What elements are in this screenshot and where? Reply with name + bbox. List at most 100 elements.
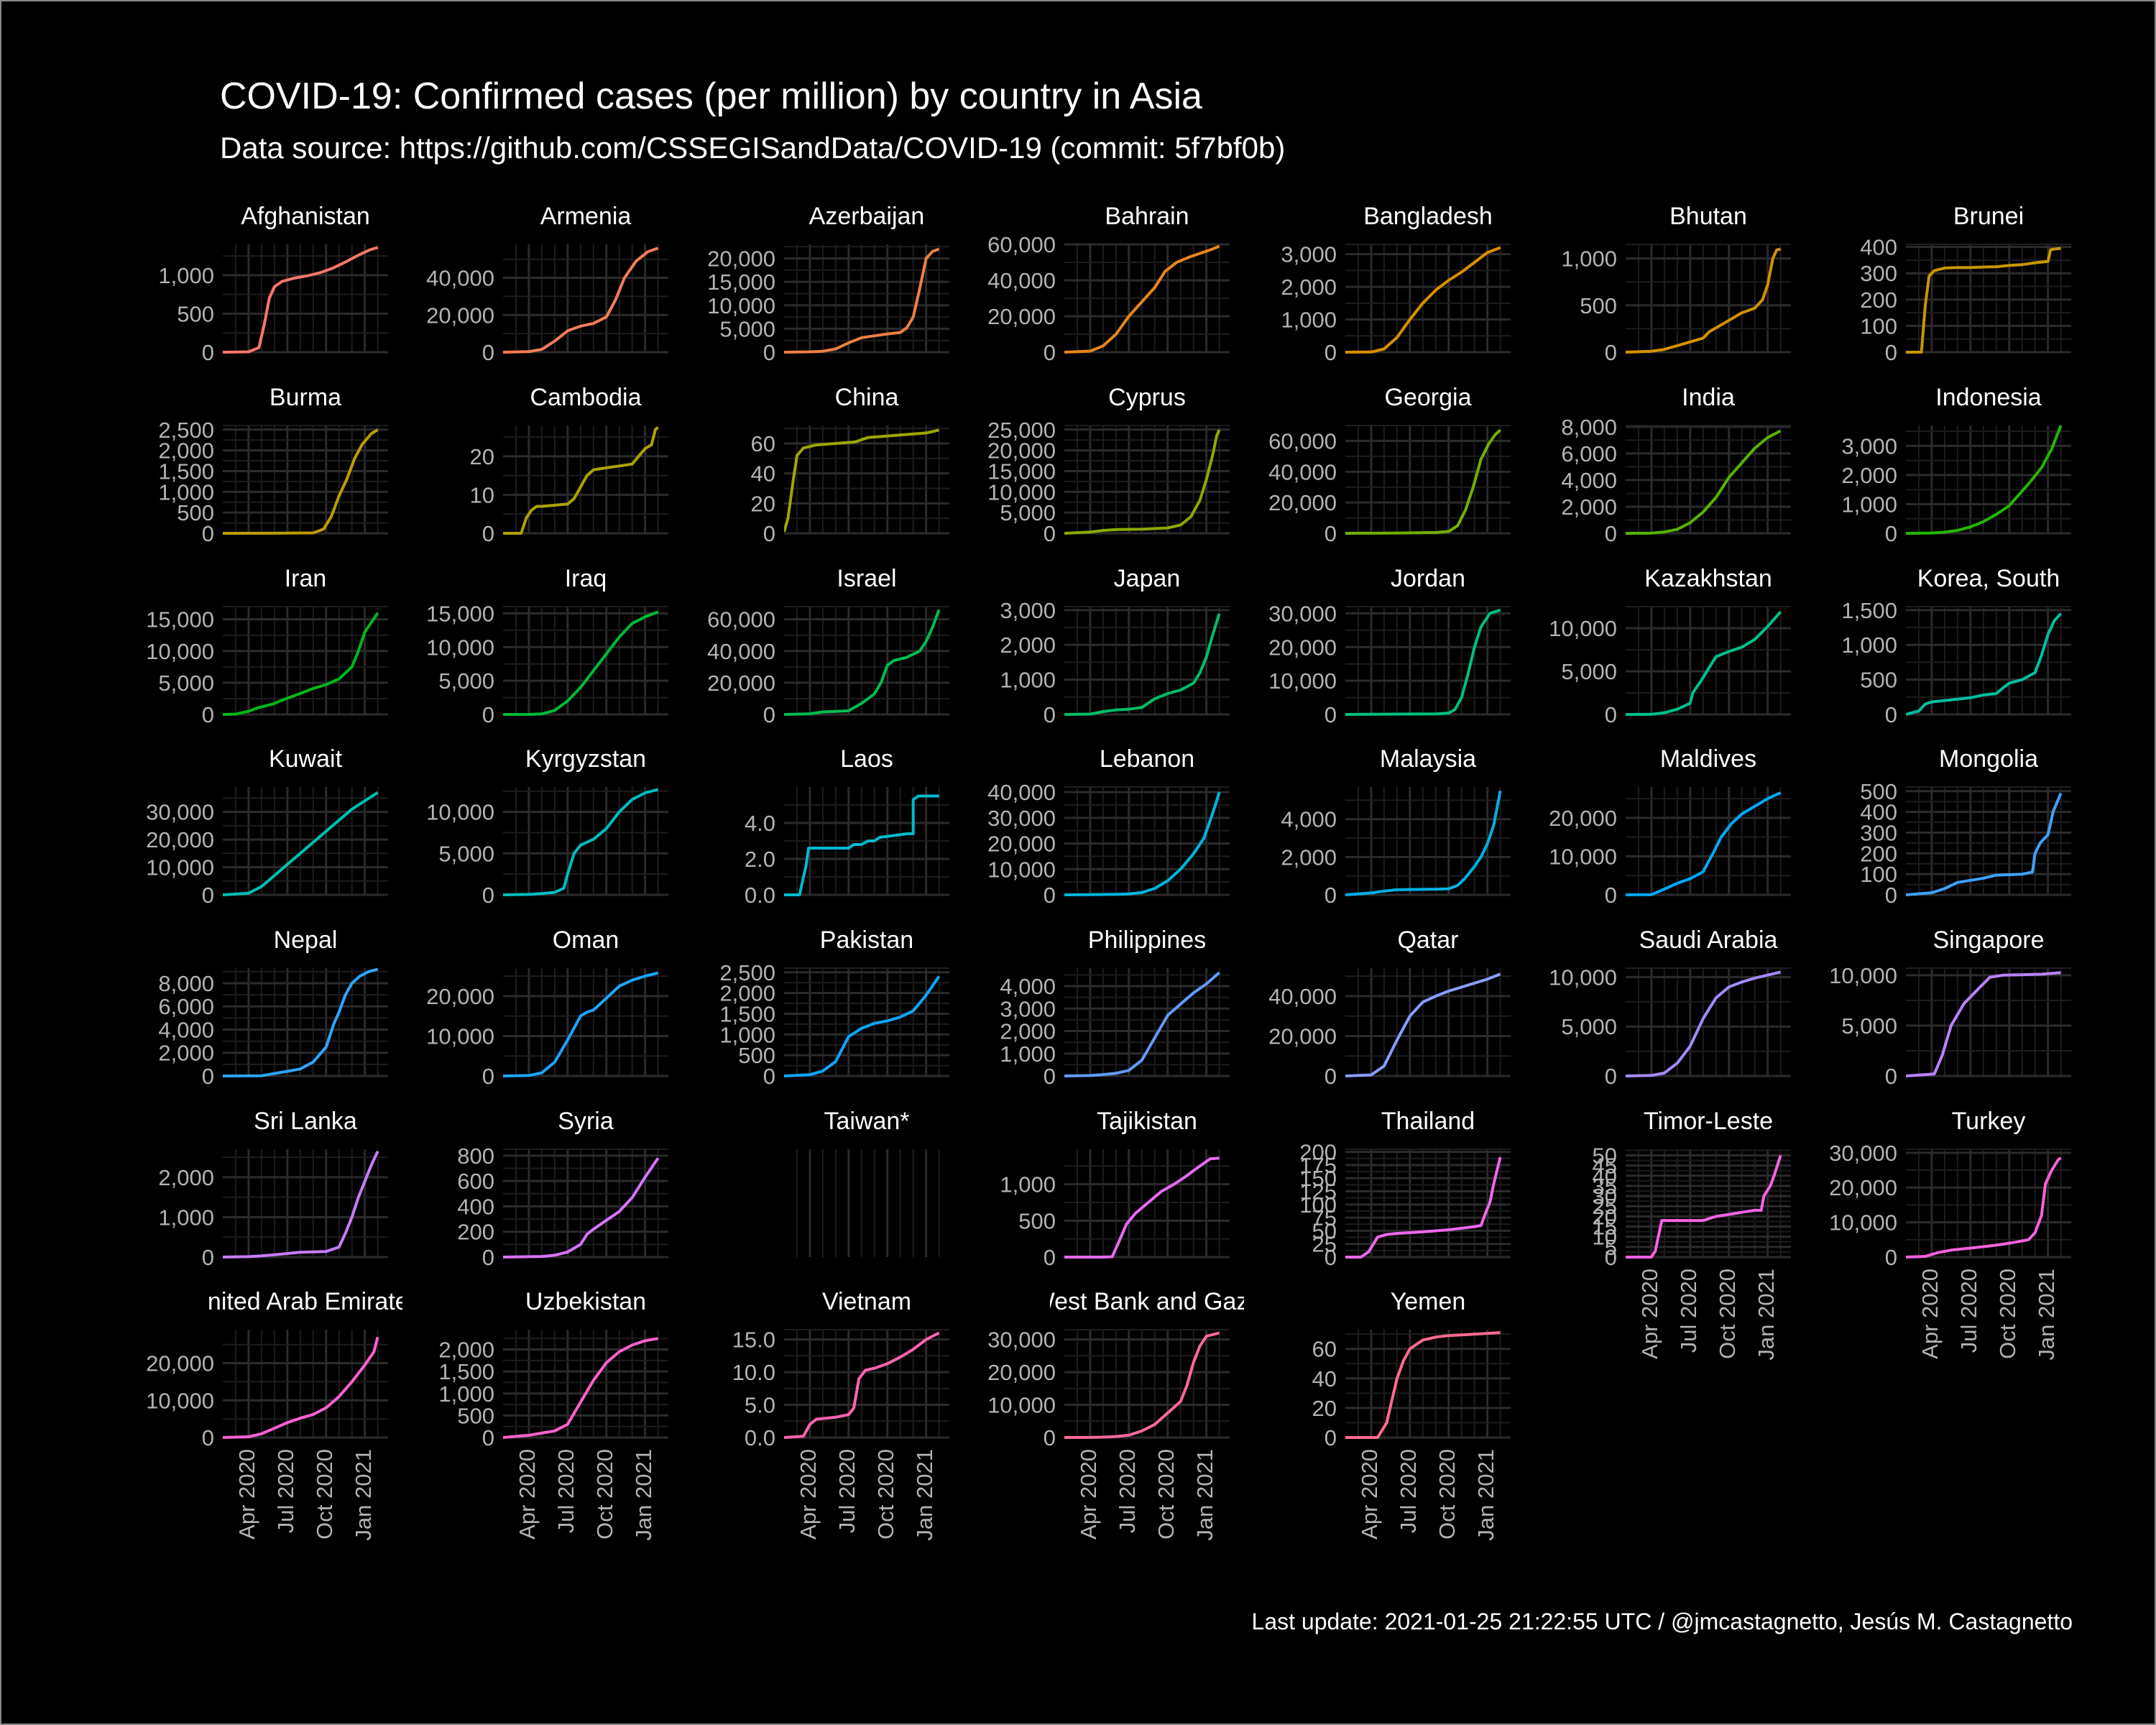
y-tick-label: 10,000 [146, 639, 214, 664]
series-line-lebanon [1064, 791, 1221, 896]
y-tick-label: 500 [177, 301, 214, 326]
y-tick-label: 0 [1885, 340, 1897, 365]
y-tick-label: 0 [1325, 1064, 1337, 1089]
strip-label: Thailand [1381, 1108, 1475, 1135]
y-tick-label: 2,000 [1841, 463, 1897, 488]
y-tick-label: 10,000 [1829, 963, 1897, 988]
x-tick-label: Jul 2020 [1115, 1449, 1140, 1533]
y-tick-label: 125 [1299, 1179, 1337, 1205]
y-tick-label: 200 [1299, 1140, 1337, 1165]
chart-title: COVID-19: Confirmed cases (per million) … [220, 75, 1202, 117]
y-tick-label: 25 [1312, 1232, 1337, 1257]
strip-label: Indonesia [1935, 384, 2042, 411]
y-tick-label: 500 [1860, 668, 1897, 693]
y-tick-label: 40 [1593, 1164, 1617, 1189]
y-tick-label: 10,000 [1268, 668, 1337, 694]
y-tick-label: 3,000 [1281, 242, 1337, 267]
series-line-timor-leste [1626, 1154, 1782, 1259]
facet-cambodia: Cambodia 0 10 20 [470, 384, 668, 546]
y-tick-label: 1,000 [1000, 668, 1056, 693]
strip-label: Lebanon [1100, 745, 1194, 773]
y-tick-label: 10,000 [987, 479, 1056, 505]
facet-armenia: Armenia 0 20,000 40,000 [426, 203, 668, 365]
y-tick-label: 20,000 [146, 827, 214, 852]
y-tick-label: 20,000 [1268, 635, 1337, 660]
y-tick-label: 20,000 [707, 671, 775, 696]
y-tick-label: 0 [1325, 1425, 1337, 1450]
facet-georgia: Georgia 0 20,000 40,000 60,000 [1268, 384, 1511, 546]
y-tick-label: 0 [1044, 1425, 1056, 1450]
x-tick-label: Oct 2020 [1715, 1269, 1740, 1359]
y-tick-label: 1,000 [1281, 308, 1337, 333]
facet-bahrain: Bahrain 0 20,000 40,000 60,000 [987, 203, 1230, 365]
y-tick-label: 60 [1312, 1337, 1337, 1362]
series-line-yemen [1345, 1331, 1501, 1439]
facet-malaysia: Malaysia 0 2,000 4,000 [1281, 745, 1511, 908]
y-tick-label: 60,000 [1268, 428, 1337, 454]
strip-label: Vietnam [822, 1288, 911, 1315]
y-tick-label: 30,000 [987, 1328, 1056, 1353]
y-tick-label: 175 [1299, 1153, 1337, 1178]
x-tick-label: Jan 2021 [1754, 1269, 1779, 1361]
y-tick-label: 5,000 [438, 841, 494, 866]
strip-label: Korea, South [1917, 565, 2060, 592]
strip-label: Bahrain [1105, 203, 1189, 230]
facet-laos: Laos 0.0 2.0 4.0 [745, 745, 949, 908]
y-tick-label: 500 [738, 1043, 775, 1068]
y-tick-label: 20,000 [426, 303, 494, 328]
strip-label: Burma [270, 384, 341, 411]
strip-label: Timor-Leste [1644, 1108, 1773, 1135]
series-line-indonesia [1906, 425, 2063, 535]
series-line-mongolia [1906, 792, 2063, 896]
y-tick-label: 5,000 [1000, 500, 1056, 525]
y-tick-label: 10,000 [1549, 616, 1617, 641]
series-line-burma [223, 428, 379, 535]
y-tick-label: 0 [202, 883, 214, 908]
series-line-united-arab-emirates [223, 1336, 379, 1439]
y-tick-label: 10,000 [987, 857, 1056, 882]
y-tick-label: 1,000 [719, 1022, 775, 1047]
series-line-nepal [223, 967, 379, 1077]
x-tick-label: Apr 2020 [1357, 1449, 1382, 1540]
y-tick-label: 5,000 [1841, 1013, 1897, 1039]
series-line-thailand [1345, 1156, 1502, 1259]
chart-subtitle: Data source: https://github.com/CSSEGISa… [220, 131, 1286, 165]
series-line-laos [784, 794, 939, 896]
facet-japan: Japan 0 1,000 2,000 3,000 [1000, 565, 1230, 727]
y-tick-label: 0 [482, 702, 494, 727]
x-tick-label: Oct 2020 [1995, 1269, 2020, 1359]
y-tick-label: 20,000 [1268, 490, 1337, 515]
y-tick-label: 20,000 [1549, 806, 1617, 831]
x-tick-label: Apr 2020 [1637, 1269, 1662, 1359]
strip-label: Qatar [1397, 926, 1458, 954]
y-tick-label: 40,000 [707, 639, 775, 664]
y-tick-label: 400 [457, 1194, 494, 1219]
x-tick-label: Jan 2021 [631, 1449, 656, 1541]
y-tick-label: 600 [457, 1169, 494, 1194]
y-tick-label: 25 [1593, 1194, 1617, 1219]
x-tick-label: Jul 2020 [1396, 1449, 1421, 1533]
strip-label: Maldives [1660, 745, 1756, 773]
y-tick-label: 20 [1312, 1396, 1337, 1421]
facet-turkey: Turkey 0 10,000 20,000 30,000 Apr 2020 Jul 202… [1829, 1108, 2071, 1361]
y-tick-label: 20,000 [987, 304, 1056, 329]
y-tick-label: 0 [1885, 1245, 1897, 1270]
facet-qatar: Qatar 0 20,000 40,000 [1268, 926, 1511, 1089]
series-line-qatar [1345, 972, 1501, 1077]
x-tick-label: Apr 2020 [796, 1449, 821, 1540]
strip-label: Oman [553, 926, 619, 954]
y-tick-label: 500 [1018, 1208, 1056, 1233]
y-tick-label: 4,000 [158, 1017, 214, 1042]
y-tick-label: 10.0 [732, 1360, 775, 1385]
y-tick-label: 0 [1325, 1245, 1337, 1270]
y-tick-label: 150 [1299, 1166, 1337, 1191]
y-tick-label: 2.0 [745, 847, 775, 872]
y-tick-label: 300 [1860, 261, 1897, 286]
series-line-japan [1064, 613, 1221, 716]
y-tick-label: 5,000 [158, 671, 214, 696]
x-tick-label: Jan 2021 [2034, 1269, 2059, 1361]
y-tick-label: 3,000 [1841, 433, 1897, 459]
